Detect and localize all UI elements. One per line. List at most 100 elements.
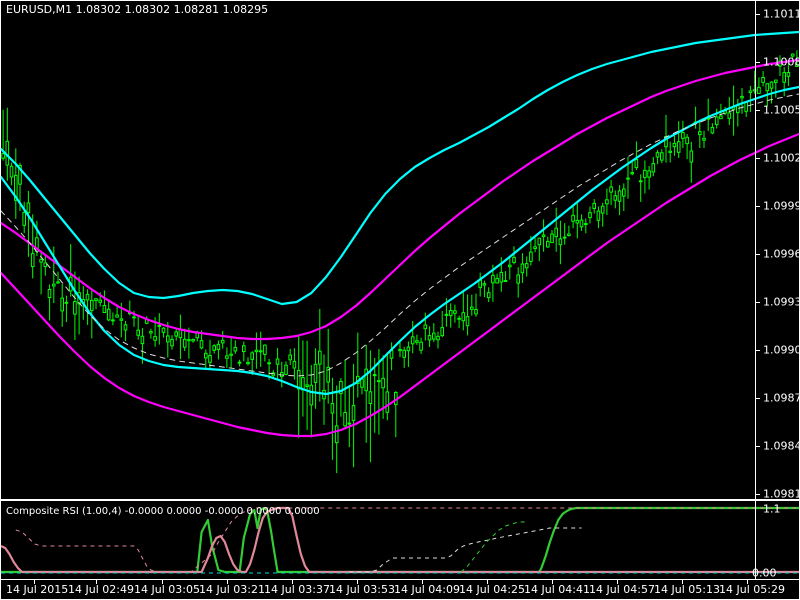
price-axis-tick [756,206,760,207]
candle-body [622,188,626,197]
candle-body [52,283,56,287]
candle-body [347,422,352,425]
time-axis-tick [227,580,228,584]
candle-body [372,374,377,377]
candle-body [296,369,301,390]
price-axis-label: 1.09964 [763,247,800,261]
candle-body [567,233,571,236]
time-axis-label: 14 Jul 03:21 [199,583,265,596]
candle-body [672,142,677,148]
indicator-axis-label: 1.1 [763,502,781,516]
candle-body [605,199,609,205]
candle-body [609,186,613,193]
candle-body [343,412,347,427]
candle-body [288,354,292,361]
candle-body [60,297,65,312]
price-axis-label: 1.09874 [763,391,800,405]
candle-body [714,116,719,126]
candle-body [596,210,601,221]
price-axis-label: 1.10114 [763,7,800,21]
chart-title: EURUSD,M1 1.08302 1.08302 1.08281 1.0829… [6,3,269,16]
candle-body [444,313,449,316]
candle-body [309,384,314,406]
indicator-bands-group [1,30,799,438]
price-axis-label: 1.09994 [763,199,800,213]
candle-body [9,165,14,178]
indicator-subwindow[interactable] [1,502,799,579]
candle-body [242,345,246,352]
candle-body [263,344,267,355]
candle-body [681,132,685,139]
candle-body [254,349,259,353]
candle-body [761,77,765,83]
candle-body [284,364,288,375]
price-axis-tick [756,446,760,447]
price-chart-background [1,1,799,498]
candle-body [748,90,753,93]
candle-body [710,126,715,134]
candle-body [119,318,124,321]
time-axis-tick [162,580,163,584]
candle-body [495,278,499,284]
price-axis-tick [756,158,760,159]
indicator-series-group [1,506,799,574]
time-axis-label: 14 Jul 03:05 [134,583,200,596]
price-axis-label: 1.10054 [763,103,800,117]
candle-body [744,101,749,112]
time-axis-tick [487,580,488,584]
candle-body [381,377,385,389]
candle-body [537,237,542,246]
time-axis-label: 14 Jul 03:37 [264,583,330,596]
price-band-lower-magenta-band [1,132,799,438]
candle-body [470,306,474,310]
candle-body [187,339,191,342]
candle-body [474,309,478,315]
candle-body [18,165,22,185]
candle-body [685,136,689,145]
candle-body [558,238,563,246]
candle-body [267,362,271,365]
candle-body [123,324,128,331]
price-axis-tick [756,14,760,15]
candle-body [313,363,318,383]
candle-body [30,253,35,268]
candle-body [334,425,339,444]
candle-body [339,381,343,395]
candle-body [676,141,681,153]
candle-body [499,271,504,283]
time-axis-label: 14 Jul 05:13 [654,583,720,596]
candle-body [588,212,592,219]
price-axis-tick [756,350,760,351]
candle-body [326,366,330,383]
candle-body [617,190,622,202]
candle-body [486,292,491,299]
price-axis-tick [756,398,760,399]
candle-body [554,227,559,238]
candle-body [90,299,94,311]
candle-body [385,391,390,413]
candle-body [111,319,115,322]
price-chart-canvas [1,1,799,498]
indicator-title: Composite RSI (1.00,4) -0.0000 0.0000 -0… [6,506,320,517]
candle-body [174,331,178,337]
candle-body [465,316,470,327]
candle-body [503,280,508,282]
indicator-background [1,502,799,579]
candle-body [26,202,31,214]
candle-body [546,240,550,248]
candle-body [229,353,233,356]
candle-body [161,327,166,333]
candle-body [765,83,770,92]
candle-body [220,339,225,344]
time-axis-tick [552,580,553,584]
candle-body [440,327,444,337]
candle-body [419,341,423,351]
candle-body [398,349,402,352]
candle-body [132,316,136,319]
candle-body [512,256,516,263]
price-chart-window[interactable] [1,1,799,498]
candle-body [461,312,466,322]
candle-body [212,345,216,351]
candle-body [600,205,605,214]
